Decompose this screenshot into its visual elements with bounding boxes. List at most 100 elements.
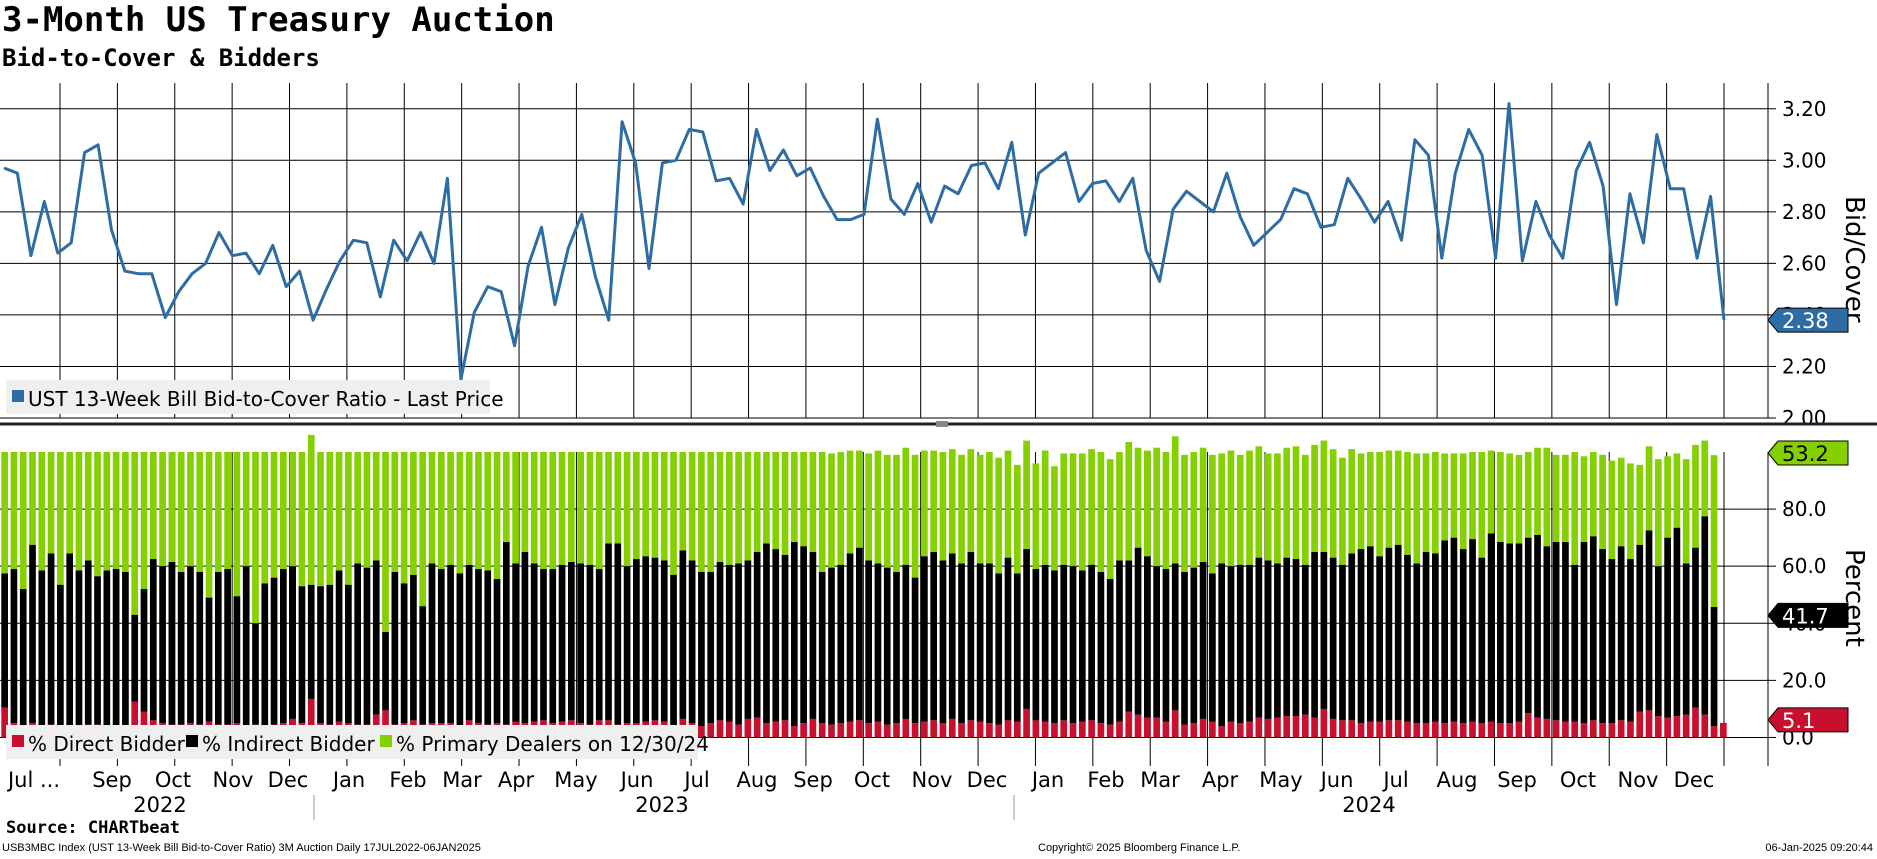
bar-indirect-bidder [1710,607,1718,727]
bar-indirect-bidder [1069,566,1077,724]
bar-indirect-bidder [1366,546,1374,722]
bar-primary-dealers [1701,440,1709,517]
bar-direct-bidder [307,698,315,738]
legend-label-bid-to-cover: UST 13-Week Bill Bid-to-Cover Ratio - La… [28,387,504,411]
bar-direct-bidder [1311,717,1318,738]
bid-to-cover-line [3,102,1726,381]
bar-indirect-bidder [800,546,807,724]
bar-indirect-bidder [196,571,204,725]
last-value-tag-bid-to-cover: 2.38 [1767,307,1849,333]
last-value-tag-bid-to-cover-box [1767,307,1849,333]
bar-primary-dealers [679,452,687,551]
bar-direct-bidder [1515,721,1523,738]
bar-direct-bidder [1274,717,1281,738]
bar-primary-dealers [103,452,111,571]
bar-primary-dealers [19,452,27,590]
bar-primary-dealers [921,450,928,557]
bar-indirect-bidder [1692,547,1699,708]
bar-primary-dealers [930,450,938,552]
y-tick-label-top: 2.00 [1782,406,1827,430]
legend-swatch-bid-to-cover [12,390,24,402]
bar-primary-dealers [1487,450,1495,534]
bar-primary-dealers [1125,442,1133,561]
bar-primary-dealers [1673,453,1681,528]
x-tick-year: 2023 [635,793,688,817]
y-tick-label-top: 2.20 [1782,354,1827,378]
bar-primary-dealers [112,452,120,570]
bar-direct-bidder [1571,721,1579,738]
bar-direct-bidder [958,723,965,738]
bar-primary-dealers [614,452,622,544]
bar-primary-dealers [1171,436,1179,564]
x-tick-month: Feb [389,768,426,792]
bar-indirect-bidder [1552,541,1560,721]
x-tick-month: Sep [793,768,833,792]
bar-direct-bidder [1246,721,1253,738]
bar-indirect-bidder [1060,564,1068,721]
bar-primary-dealers [1385,450,1393,548]
bar-primary-dealers [1255,446,1263,558]
bar-primary-dealers [828,453,835,568]
bar-primary-dealers [298,452,306,587]
bar-indirect-bidder [428,563,436,724]
bar-indirect-bidder [549,569,557,724]
bar-indirect-bidder [1078,570,1086,722]
bar-indirect-bidder [986,563,993,724]
bar-indirect-bidder [345,584,352,724]
bar-direct-bidder [1376,721,1383,738]
bar-primary-dealers [1710,455,1718,607]
bar-direct-bidder [902,718,910,738]
bar-primary-dealers [1348,449,1356,554]
last-value-tag-direct-bidder-box [1767,707,1849,733]
bar-primary-dealers [1301,454,1309,565]
bar-primary-dealers [84,452,92,561]
x-tick-month: Sep [1497,768,1537,792]
bar-direct-bidder [1636,711,1644,738]
legend-top: UST 13-Week Bill Bid-to-Cover Ratio - La… [6,380,504,414]
bar-indirect-bidder [391,571,399,725]
bar-primary-dealers [1664,456,1671,538]
bar-primary-dealers [131,452,139,615]
bar-indirect-bidder [103,570,111,728]
y-tick-label-bottom: 80.0 [1782,497,1827,521]
bar-indirect-bidder [660,560,668,722]
bar-primary-dealers [818,452,826,572]
legend-direct-bidder-label: % Direct Bidder [28,732,186,756]
bar-indirect-bidder [1654,566,1662,717]
bar-indirect-bidder [1534,534,1541,718]
bar-primary-dealers [1060,453,1068,565]
bar-direct-bidder [1506,723,1514,738]
bar-indirect-bidder [958,563,965,724]
bar-indirect-bidder [1190,567,1198,724]
bar-direct-bidder [893,723,900,738]
bar-direct-bidder [1664,717,1671,738]
bar-primary-dealers [1041,450,1049,565]
bar-primary-dealers [1645,446,1653,531]
bar-indirect-bidder [1116,560,1123,722]
bar-indirect-bidder [967,551,975,721]
bar-direct-bidder [1329,718,1337,738]
bar-primary-dealers [1209,454,1216,574]
bar-direct-bidder [772,721,780,738]
bar-indirect-bidder [437,569,445,724]
bar-indirect-bidder [1627,559,1634,722]
bar-primary-dealers [410,452,417,575]
last-value-tag-direct-bidder-text: 5.1 [1782,709,1815,733]
bar-primary-dealers [707,452,715,572]
bar-indirect-bidder [1134,547,1142,715]
bar-direct-bidder [1190,723,1198,738]
bar-primary-dealers [660,452,668,561]
bar-direct-bidder [1134,714,1142,738]
bar-primary-dealers [846,450,854,554]
bar-indirect-bidder [744,560,752,719]
bar-indirect-bidder [1,573,8,708]
bar-primary-dealers [763,452,770,544]
bar-indirect-bidder [19,589,27,728]
bar-primary-dealers [159,452,166,567]
bar-primary-dealers [493,452,501,580]
bar-primary-dealers [437,452,445,570]
bar-indirect-bidder [1004,557,1012,721]
bar-indirect-bidder [214,571,222,725]
bar-direct-bidder [140,711,148,738]
bar-primary-dealers [893,454,900,572]
